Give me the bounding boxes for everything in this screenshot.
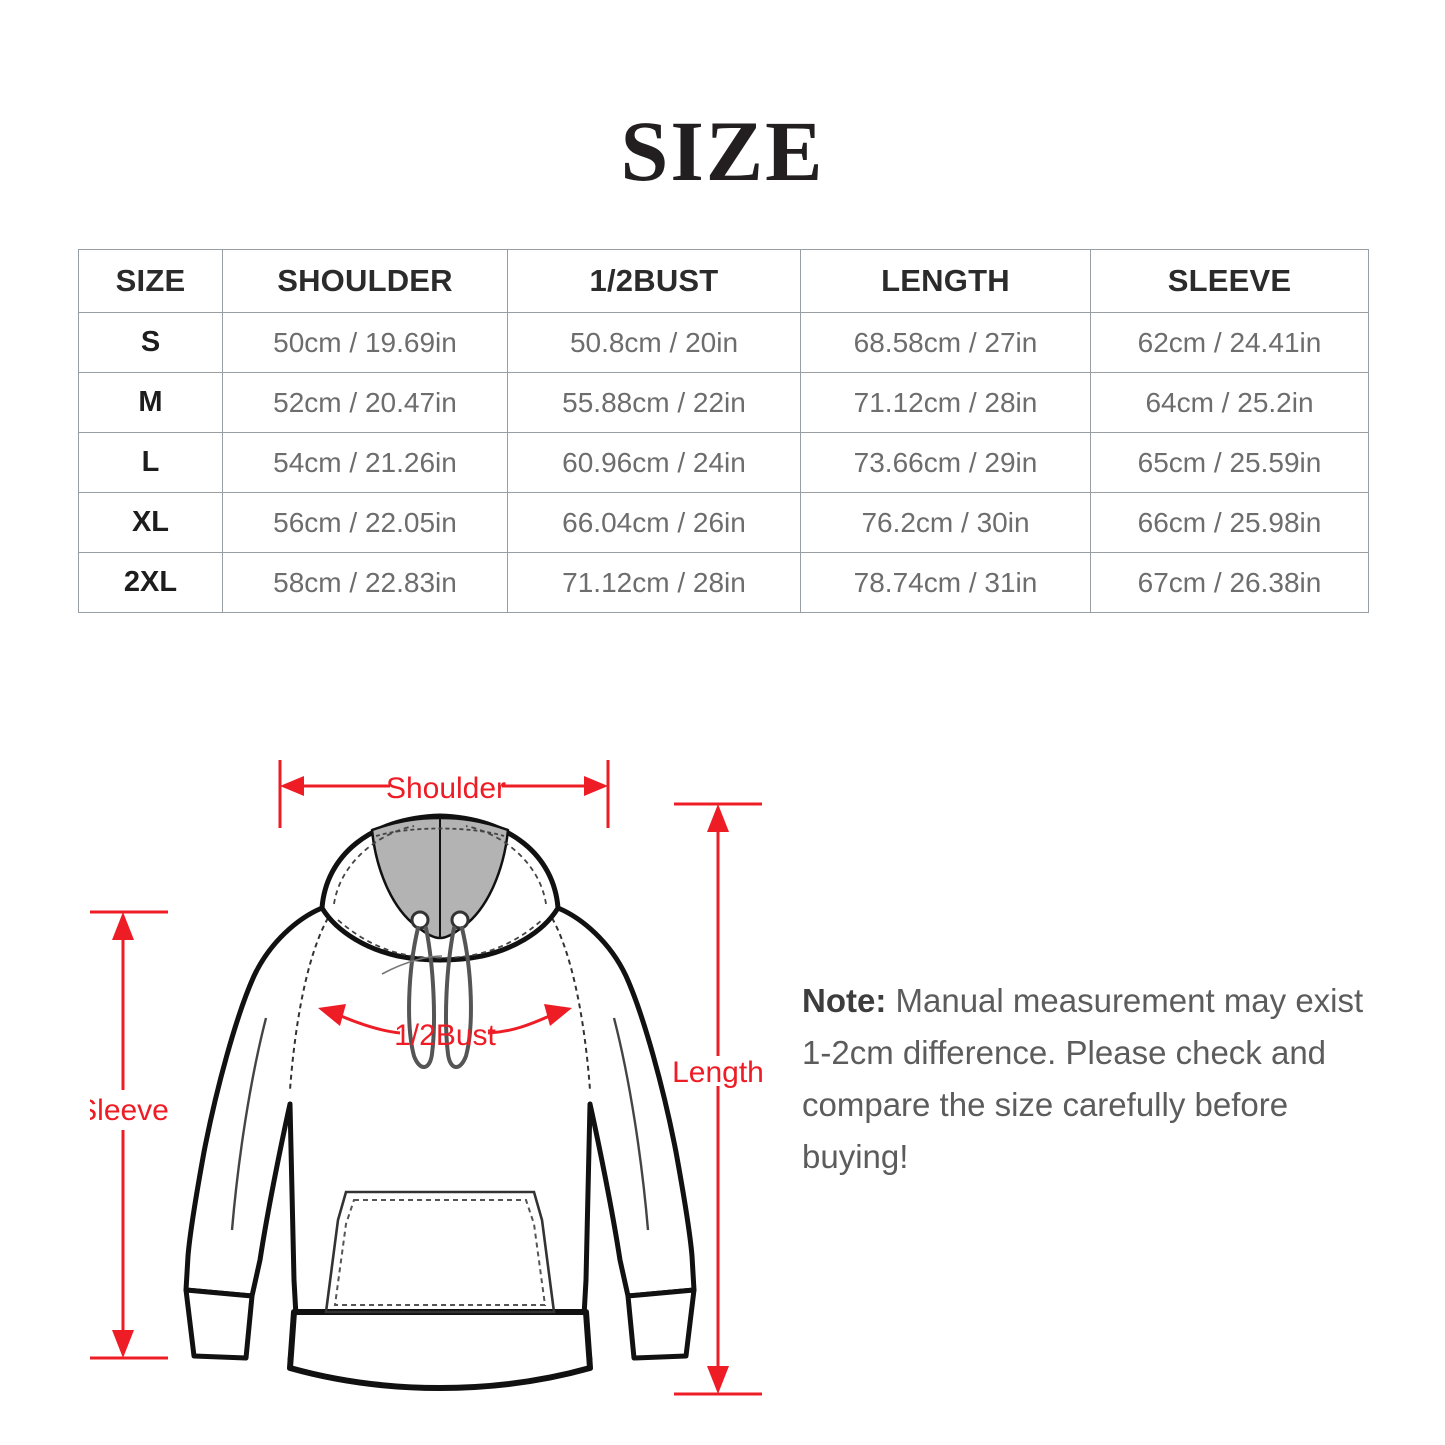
size-chart-table: SIZE SHOULDER 1/2BUST LENGTH SLEEVE S 50… [78, 249, 1369, 613]
cell-shoulder: 58cm / 22.83in [222, 552, 508, 613]
right-sleeve-fold [612, 1017, 650, 1231]
cell-sleeve: 66cm / 25.98in [1090, 492, 1369, 553]
cell-bust: 71.12cm / 28in [507, 552, 801, 613]
hood-lining-topstitch [375, 827, 505, 837]
note-block: Note: Manual measurement may exist 1-2cm… [802, 975, 1367, 1184]
column-header-shoulder: SHOULDER [222, 249, 508, 313]
cell-length: 73.66cm / 29in [800, 432, 1091, 493]
bust-left-arrowhead [318, 1004, 346, 1026]
shoulder-right-arrowhead [584, 776, 608, 796]
length-label: Length [672, 1056, 764, 1089]
cell-length: 68.58cm / 27in [800, 312, 1091, 373]
column-header-size: SIZE [78, 249, 223, 313]
table-header-row: SIZE SHOULDER 1/2BUST LENGTH SLEEVE [78, 249, 1369, 313]
cell-shoulder: 50cm / 19.69in [222, 312, 508, 373]
cell-shoulder: 56cm / 22.05in [222, 492, 508, 553]
column-header-bust: 1/2BUST [507, 249, 801, 313]
bust-dim-line-left [333, 1011, 401, 1035]
left-shoulder-seam [289, 917, 329, 1091]
table-row: XL 56cm / 22.05in 66.04cm / 26in 76.2cm … [78, 492, 1369, 553]
note-text: Manual measurement may exist 1-2cm diffe… [802, 982, 1364, 1176]
cell-length: 76.2cm / 30in [800, 492, 1091, 553]
table-row: S 50cm / 19.69in 50.8cm / 20in 68.58cm /… [78, 312, 1369, 373]
bust-right-arrowhead [544, 1004, 572, 1026]
cell-size: S [78, 312, 223, 373]
hoodie-garment [183, 813, 697, 1391]
table-row: M 52cm / 20.47in 55.88cm / 22in 71.12cm … [78, 372, 1369, 433]
shoulder-left-arrowhead [280, 776, 304, 796]
sleeve-bottom-arrowhead [112, 1330, 134, 1358]
measurement-diagram: Shoulder 1/2Bust Sleeve Length [0, 700, 1445, 1400]
right-drawstring [444, 926, 473, 1069]
column-header-length: LENGTH [800, 249, 1091, 313]
kangaroo-pocket-stitch [333, 1199, 547, 1306]
bottom-hem-band [287, 1309, 593, 1391]
table-row: 2XL 58cm / 22.83in 71.12cm / 28in 78.74c… [78, 552, 1369, 613]
sleeve-label: Sleeve [90, 1094, 169, 1127]
cell-sleeve: 64cm / 25.2in [1090, 372, 1369, 433]
cell-length: 71.12cm / 28in [800, 372, 1091, 433]
cell-bust: 60.96cm / 24in [507, 432, 801, 493]
cell-bust: 55.88cm / 22in [507, 372, 801, 433]
cell-sleeve: 67cm / 26.38in [1090, 552, 1369, 613]
sleeve-top-arrowhead [112, 912, 134, 940]
cell-shoulder: 54cm / 21.26in [222, 432, 508, 493]
kangaroo-pocket [324, 1190, 556, 1314]
measurement-annotations: Shoulder 1/2Bust Sleeve Length [90, 760, 764, 1396]
cell-size: M [78, 372, 223, 433]
hood-left-stitch [333, 825, 415, 905]
cell-bust: 66.04cm / 26in [507, 492, 801, 553]
left-eyelet [410, 910, 430, 930]
cell-size: L [78, 432, 223, 493]
cell-sleeve: 65cm / 25.59in [1090, 432, 1369, 493]
hoodie-illustration: Shoulder 1/2Bust Sleeve Length [90, 760, 764, 1396]
right-eyelet [450, 910, 470, 930]
cell-bust: 50.8cm / 20in [507, 312, 801, 373]
cell-length: 78.74cm / 31in [800, 552, 1091, 613]
cell-size: XL [78, 492, 223, 553]
column-header-sleeve: SLEEVE [1090, 249, 1369, 313]
right-cuff [625, 1287, 697, 1361]
table-row: L 54cm / 21.26in 60.96cm / 24in 73.66cm … [78, 432, 1369, 493]
cell-sleeve: 62cm / 24.41in [1090, 312, 1369, 373]
left-sleeve-fold [230, 1017, 268, 1231]
hoodie-body-outline [183, 893, 697, 1383]
chest-fold-hint [381, 955, 443, 975]
page-title: SIZE [620, 103, 825, 199]
hood-right-stitch [465, 825, 547, 905]
cell-shoulder: 52cm / 20.47in [222, 372, 508, 433]
note-label: Note: [802, 982, 887, 1019]
left-drawstring [407, 926, 436, 1069]
length-top-arrowhead [707, 804, 729, 832]
cell-size: 2XL [78, 552, 223, 613]
length-bottom-arrowhead [707, 1366, 729, 1394]
bust-label: 1/2Bust [394, 1019, 496, 1052]
right-shoulder-seam [551, 917, 591, 1091]
shoulder-label: Shoulder [386, 772, 506, 805]
left-cuff [183, 1287, 255, 1361]
neckline-stitch [337, 919, 543, 959]
